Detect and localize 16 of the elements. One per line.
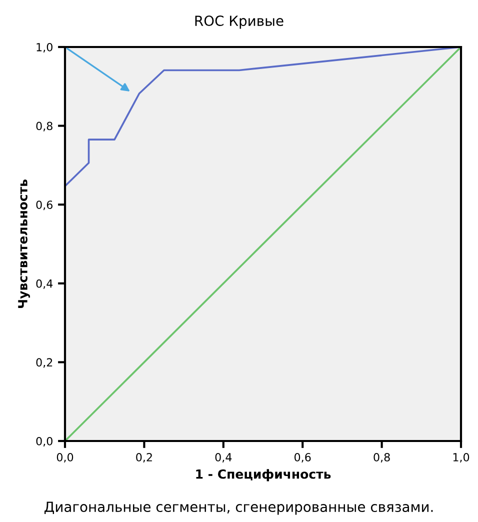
x-tick-label: 1,0 [453, 453, 470, 463]
chart-title: ROC Кривые [195, 16, 284, 29]
y-tick-label: 0,8 [36, 122, 52, 132]
x-tick-label: 0,2 [136, 453, 152, 463]
text: Диагональные сегменты, сгенерированные связами. [44, 502, 433, 515]
y-axis-title: Чувствительность [18, 180, 30, 308]
x-tick-label: 0,8 [374, 453, 390, 463]
y-tick-label: 0,6 [36, 200, 52, 210]
y-tick-label: 0,2 [36, 358, 52, 368]
x-axis-title: 1 - Специфичность [196, 469, 331, 482]
y-tick-label: 1,0 [36, 42, 52, 53]
y-tick-label: 0,0 [36, 436, 52, 447]
x-tick-label: 0,0 [56, 453, 74, 463]
x-tick-label: 0,6 [294, 453, 311, 463]
x-tick-label: 0,4 [215, 453, 232, 463]
y-tick-label: 0,4 [36, 279, 53, 289]
